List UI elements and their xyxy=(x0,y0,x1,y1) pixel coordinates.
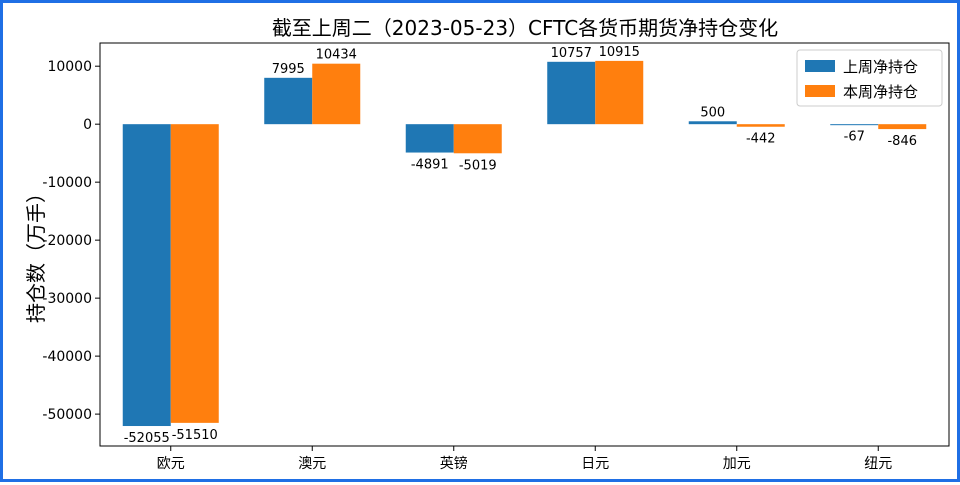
data-label: -67 xyxy=(844,130,865,145)
data-label: 500 xyxy=(700,105,725,120)
bar-last-week xyxy=(688,121,737,125)
bar-last-week xyxy=(547,61,596,125)
y-tick-label: -50000 xyxy=(42,407,92,423)
y-tick-label: 10000 xyxy=(47,59,92,75)
bar-this-week xyxy=(170,124,219,423)
bar-this-week xyxy=(453,124,502,154)
bar-this-week xyxy=(595,60,644,125)
bar-this-week xyxy=(736,124,785,127)
x-tick-label: 英镑 xyxy=(440,455,468,472)
legend-label: 上周净持仓 xyxy=(843,58,918,76)
data-label: 10434 xyxy=(316,48,357,63)
data-label: 7995 xyxy=(272,62,305,77)
data-label: -52055 xyxy=(124,431,170,446)
data-label: 10915 xyxy=(599,45,640,60)
bar-this-week xyxy=(312,63,361,125)
plot-area: 10000 0 -10000 -20000 -30000 -40000 -50000 欧元 -5… xyxy=(42,42,950,472)
legend-label: 本周净持仓 xyxy=(843,83,918,101)
y-tick-label: -30000 xyxy=(42,291,92,307)
data-label: -51510 xyxy=(172,428,218,443)
x-tick-label: 纽元 xyxy=(864,456,892,472)
bar-last-week xyxy=(830,124,879,126)
x-tick-label: 澳元 xyxy=(298,456,326,472)
y-tick-label: -40000 xyxy=(42,349,92,365)
legend-swatch xyxy=(805,85,835,97)
data-label: -442 xyxy=(746,132,776,147)
data-label: -846 xyxy=(887,134,917,149)
data-label: -4891 xyxy=(411,158,449,173)
bar-last-week xyxy=(405,124,454,153)
data-label: 10757 xyxy=(551,46,592,61)
bar-last-week xyxy=(264,77,313,125)
x-tick-label: 日元 xyxy=(581,456,609,472)
y-tick-label: 0 xyxy=(83,117,92,133)
bar-last-week xyxy=(122,124,171,427)
x-tick-label: 欧元 xyxy=(157,456,185,472)
bar-chart: 截至上周二（2023-05-23）CFTC各货币期货净持仓变化 持仓数（万手） … xyxy=(24,16,950,472)
data-label: -5019 xyxy=(459,158,497,173)
y-tick-label: -10000 xyxy=(42,175,92,191)
x-tick-label: 加元 xyxy=(723,456,751,472)
legend-swatch xyxy=(805,60,835,72)
bar-this-week xyxy=(878,124,927,130)
chart-title: 截至上周二（2023-05-23）CFTC各货币期货净持仓变化 xyxy=(272,16,778,40)
y-tick-label: -20000 xyxy=(42,233,92,249)
y-axis-label: 持仓数（万手） xyxy=(24,183,48,323)
axes-frame xyxy=(99,42,950,447)
